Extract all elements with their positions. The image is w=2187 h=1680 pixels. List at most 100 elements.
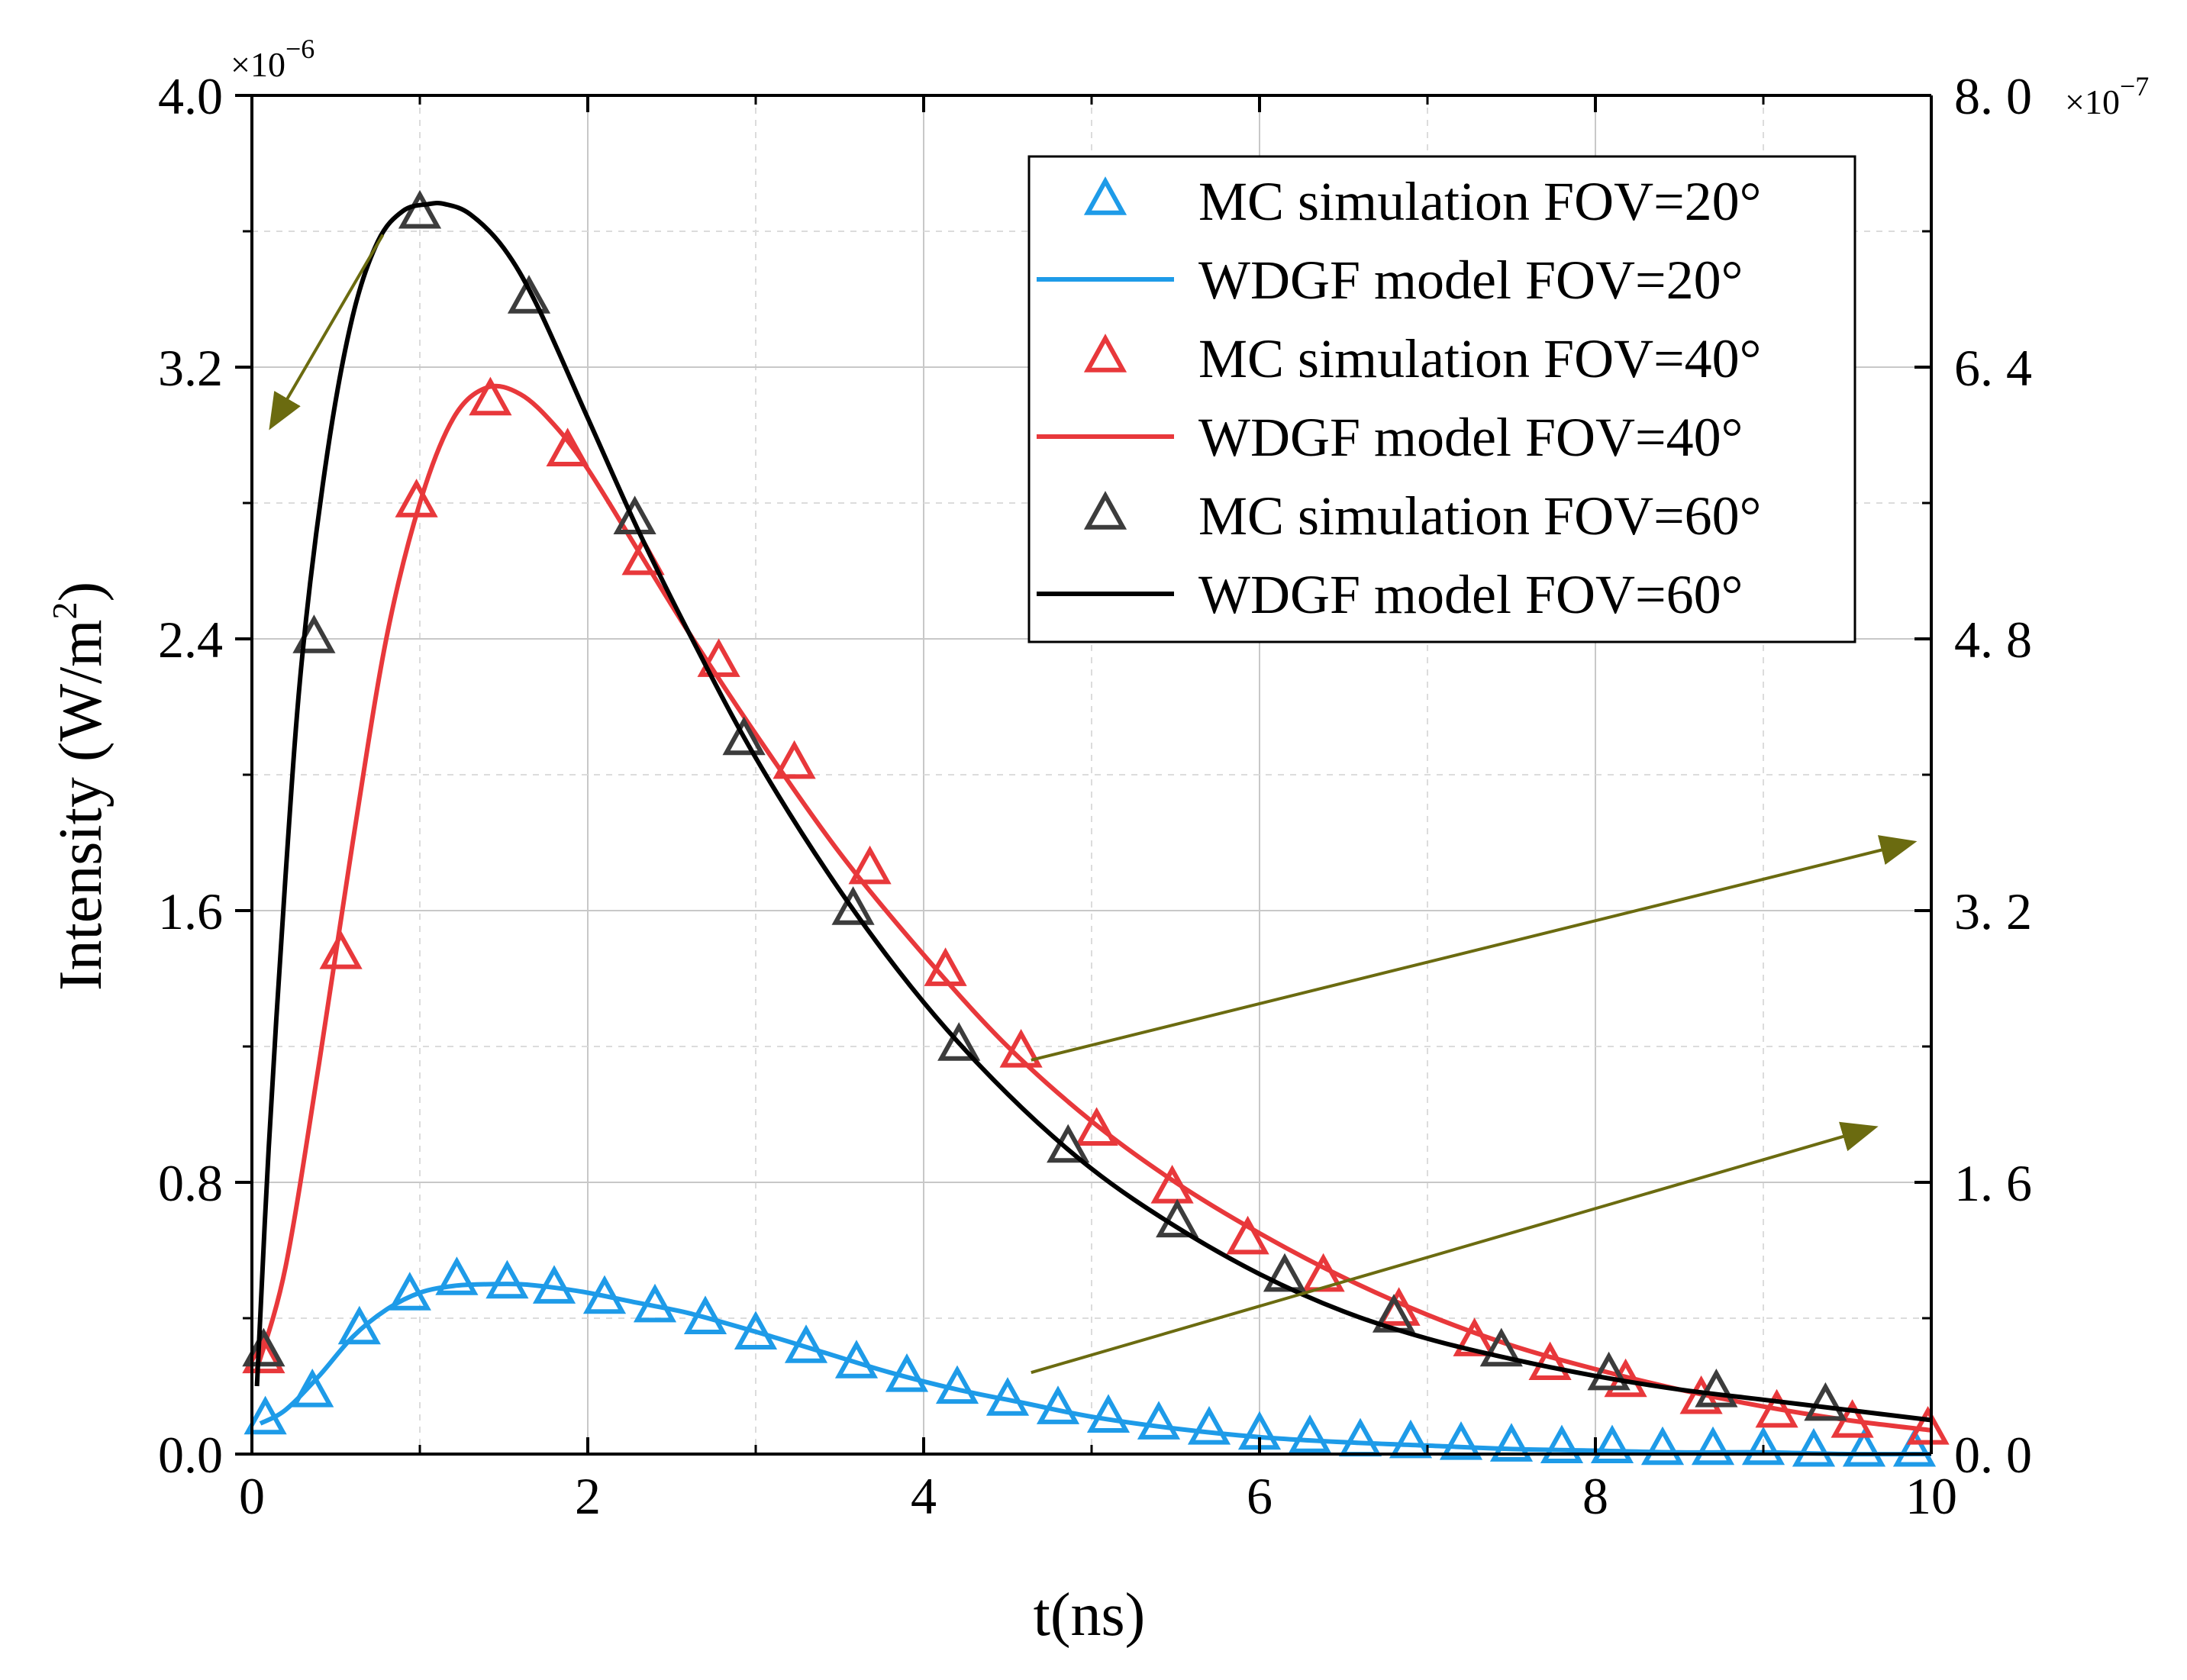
series-marker xyxy=(1288,1414,1332,1453)
series-marker xyxy=(291,1369,334,1408)
series-4 xyxy=(242,189,1847,1421)
legend-entry-2: MC simulation FOV=40° xyxy=(1083,328,1761,389)
series-line xyxy=(259,1282,1932,1457)
series-3 xyxy=(254,383,1932,1433)
series-marker xyxy=(1187,1406,1231,1445)
series-marker xyxy=(1906,1406,1950,1445)
x-tick-label: 2 xyxy=(575,1467,601,1525)
legend-box xyxy=(1027,155,1856,643)
series-marker xyxy=(773,740,816,779)
left-exponent-base: ×10 xyxy=(231,45,285,84)
x-tick-label: 6 xyxy=(1247,1467,1273,1525)
y-right-tick-label: 6. 4 xyxy=(1954,339,2032,397)
series-line xyxy=(254,201,1932,1423)
series-marker xyxy=(1086,1394,1131,1433)
series-marker xyxy=(1479,1327,1523,1367)
legend-entry-4: MC simulation FOV=60° xyxy=(1083,485,1761,547)
y-left-tick-label: 0.8 xyxy=(158,1154,223,1212)
series-marker xyxy=(1741,1426,1785,1466)
series-marker xyxy=(848,845,892,885)
series-marker xyxy=(469,376,512,416)
series-marker xyxy=(485,1259,529,1299)
y-right-tick-label: 0. 0 xyxy=(1954,1426,2032,1484)
series-marker xyxy=(1691,1426,1735,1466)
annotation-arrow-0 xyxy=(269,234,385,430)
legend-marker-swatch xyxy=(1083,491,1127,530)
legend-label: MC simulation FOV=40° xyxy=(1198,328,1761,389)
legend-entry-3: WDGF model FOV=40° xyxy=(1037,407,1743,468)
series-marker xyxy=(1640,1426,1685,1466)
series-marker xyxy=(1590,1424,1634,1464)
ticks-layer: 0 2 4 6 8 10 0.0 0.8 1.6 2.4 3.2 4.0 0. 0 1. 6 3. 2 4. … xyxy=(158,67,2032,1525)
series-1 xyxy=(259,1282,1932,1457)
series-marker xyxy=(1792,1427,1836,1467)
annotation-layer xyxy=(269,234,1918,1375)
left-axis-exponent: ×10−6 xyxy=(231,34,315,84)
legend-label: MC simulation FOV=20° xyxy=(1198,171,1761,232)
series-marker xyxy=(1842,1427,1886,1467)
legend-label: WDGF model FOV=20° xyxy=(1198,250,1743,311)
series-marker xyxy=(1489,1423,1534,1462)
legend-label: WDGF model FOV=40° xyxy=(1198,407,1743,468)
x-tick-label: 0 xyxy=(239,1467,265,1525)
y-left-tick-label: 4.0 xyxy=(158,67,223,125)
left-exponent-power: −6 xyxy=(285,34,315,64)
legend-marker-swatch xyxy=(1083,176,1127,215)
series-marker xyxy=(613,495,656,534)
y-right-tick-label: 1. 6 xyxy=(1954,1154,2032,1212)
legend-label: WDGF model FOV=60° xyxy=(1198,564,1743,625)
series-marker xyxy=(1540,1424,1584,1464)
y-right-tick-label-top: 8. 0 xyxy=(1954,67,2032,125)
series-marker xyxy=(337,1305,381,1345)
y-axis-title-sup: 2 xyxy=(45,602,84,620)
series-marker xyxy=(398,189,442,229)
series-marker xyxy=(722,716,766,756)
right-exponent-power: −7 xyxy=(2120,71,2149,102)
series-marker xyxy=(242,1327,285,1367)
y-right-tick-label: 3. 2 xyxy=(1954,882,2032,940)
y-axis-title-main: Intensity (W/m xyxy=(47,620,115,992)
y-axis-title-left: Intensity (W/m2) xyxy=(45,582,115,991)
series-marker xyxy=(1156,1198,1199,1238)
series-marker xyxy=(1389,1419,1433,1459)
legend: MC simulation FOV=20° WDGF model FOV=20° M… xyxy=(1027,155,1856,643)
x-tick-label: 4 xyxy=(911,1467,937,1525)
series-marker xyxy=(831,886,875,925)
series-marker xyxy=(1075,1107,1118,1146)
y-right-tick-label: 4. 8 xyxy=(1954,611,2032,669)
series-marker xyxy=(937,1022,981,1061)
series-marker xyxy=(507,275,551,314)
right-exponent-base: ×10 xyxy=(2065,82,2120,121)
series-marker xyxy=(435,1256,479,1295)
right-exponent-text: ×10−7 xyxy=(2065,71,2149,121)
right-axis-exponent: ×10−7 xyxy=(2065,71,2149,121)
y-left-tick-label: 1.6 xyxy=(158,882,223,940)
y-left-tick-label: 3.2 xyxy=(158,339,223,397)
series-5 xyxy=(254,201,1932,1423)
series-marker xyxy=(1587,1351,1631,1391)
series-marker xyxy=(1439,1421,1483,1460)
series-marker xyxy=(319,930,363,969)
legend-entry-1: WDGF model FOV=20° xyxy=(1037,250,1743,311)
legend-entry-0: MC simulation FOV=20° xyxy=(1083,171,1761,232)
annotation-arrow-2 xyxy=(1031,1121,1879,1375)
y-left-tick-label: 0.0 xyxy=(158,1426,223,1484)
series-marker xyxy=(546,427,589,466)
series-line xyxy=(254,383,1932,1433)
legend-label: MC simulation FOV=60° xyxy=(1198,485,1761,547)
x-axis-title: t(ns) xyxy=(1034,1582,1146,1649)
x-tick-label: 10 xyxy=(1905,1467,1957,1525)
series-marker xyxy=(1137,1401,1181,1440)
series-marker xyxy=(1804,1382,1847,1421)
series-marker xyxy=(1263,1253,1307,1292)
series-marker xyxy=(1226,1215,1269,1255)
series-marker xyxy=(1892,1427,1937,1467)
legend-marker-swatch xyxy=(1083,334,1127,372)
series-marker xyxy=(1695,1369,1738,1408)
series-marker xyxy=(1528,1341,1572,1381)
series-marker xyxy=(242,1334,285,1374)
y-axis-title-close: ) xyxy=(47,582,115,602)
x-tick-label: 8 xyxy=(1582,1467,1608,1525)
annotation-arrow-1 xyxy=(1031,835,1918,1062)
